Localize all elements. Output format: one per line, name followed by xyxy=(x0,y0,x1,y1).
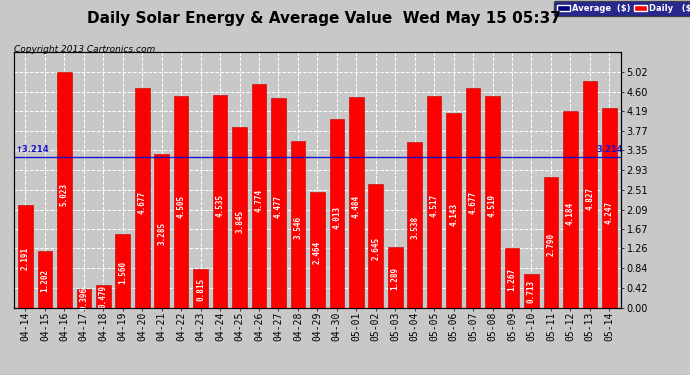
Text: 4.143: 4.143 xyxy=(449,203,458,226)
Bar xyxy=(466,88,480,308)
Bar xyxy=(193,269,208,308)
Text: 4.184: 4.184 xyxy=(566,202,575,225)
Text: Daily Solar Energy & Average Value  Wed May 15 05:37: Daily Solar Energy & Average Value Wed M… xyxy=(88,11,561,26)
Bar xyxy=(544,177,558,308)
Text: 4.013: 4.013 xyxy=(333,206,342,229)
Bar xyxy=(504,248,520,308)
Text: 4.774: 4.774 xyxy=(255,189,264,211)
Bar xyxy=(77,289,91,308)
Text: 4.677: 4.677 xyxy=(469,191,477,214)
Text: 3.845: 3.845 xyxy=(235,209,244,232)
Bar xyxy=(252,84,266,308)
Bar xyxy=(57,72,72,308)
Text: 4.517: 4.517 xyxy=(430,194,439,217)
Text: 4.477: 4.477 xyxy=(274,195,283,218)
Bar xyxy=(368,183,383,308)
Bar xyxy=(115,234,130,308)
Text: 4.677: 4.677 xyxy=(138,191,147,214)
Bar xyxy=(271,98,286,308)
Bar xyxy=(290,141,305,308)
Bar xyxy=(582,81,597,308)
Text: 4.827: 4.827 xyxy=(585,188,594,210)
Bar xyxy=(388,247,402,308)
Text: 0.479: 0.479 xyxy=(99,285,108,308)
Bar xyxy=(446,113,461,308)
Bar xyxy=(174,96,188,308)
Text: 4.519: 4.519 xyxy=(488,194,497,217)
Text: 3.285: 3.285 xyxy=(157,222,166,245)
Bar xyxy=(38,251,52,308)
Text: 1.267: 1.267 xyxy=(508,267,517,291)
Text: 4.247: 4.247 xyxy=(605,200,614,223)
Bar xyxy=(602,108,617,307)
Text: 1.289: 1.289 xyxy=(391,267,400,290)
Bar xyxy=(233,127,247,308)
Bar xyxy=(524,274,539,308)
Bar xyxy=(155,153,169,308)
Text: 3.538: 3.538 xyxy=(411,216,420,240)
Text: ↑3.214: ↑3.214 xyxy=(16,145,50,154)
Text: 3.214: 3.214 xyxy=(596,145,623,154)
Bar xyxy=(485,96,500,308)
Bar xyxy=(213,95,228,308)
Text: 1.560: 1.560 xyxy=(118,261,127,284)
Bar xyxy=(96,285,110,308)
Text: 4.484: 4.484 xyxy=(352,195,361,218)
Bar xyxy=(349,98,364,308)
Bar xyxy=(563,111,578,308)
Text: 0.713: 0.713 xyxy=(527,280,536,303)
Text: 4.535: 4.535 xyxy=(215,194,224,217)
Bar xyxy=(330,119,344,308)
Text: 2.191: 2.191 xyxy=(21,247,30,270)
Bar xyxy=(427,96,442,308)
Text: Copyright 2013 Cartronics.com: Copyright 2013 Cartronics.com xyxy=(14,45,155,54)
Text: 1.202: 1.202 xyxy=(41,269,50,292)
Text: 2.464: 2.464 xyxy=(313,240,322,264)
Bar xyxy=(310,192,325,308)
Text: 0.815: 0.815 xyxy=(196,278,205,301)
Bar xyxy=(18,205,33,308)
Text: 0.396: 0.396 xyxy=(79,287,88,310)
Bar xyxy=(407,142,422,308)
Legend: Average  ($), Daily   ($): Average ($), Daily ($) xyxy=(554,1,690,16)
Text: 4.505: 4.505 xyxy=(177,195,186,218)
Text: 3.546: 3.546 xyxy=(293,216,302,239)
Text: 5.023: 5.023 xyxy=(60,183,69,206)
Text: 2.790: 2.790 xyxy=(546,233,555,256)
Text: 2.645: 2.645 xyxy=(371,236,380,260)
Bar xyxy=(135,88,150,308)
